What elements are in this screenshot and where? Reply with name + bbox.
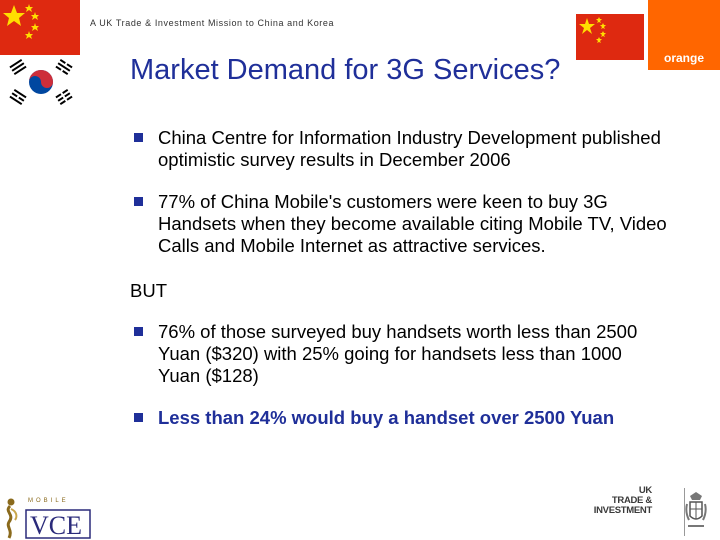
slide-title: Market Demand for 3G Services? <box>130 54 561 86</box>
orange-logo: orange <box>648 0 720 70</box>
svg-text:VCE: VCE <box>30 511 82 540</box>
vce-mobile-logo: MOBILE VCE <box>6 498 91 540</box>
korea-flag-icon <box>0 55 82 109</box>
bullet-square-icon <box>134 197 143 206</box>
ukti-line: TRADE & <box>611 495 652 506</box>
orange-logo-text: orange <box>663 51 704 65</box>
bullet-text: 77% of China Mobile's customers were kee… <box>158 191 667 256</box>
china-flag-icon <box>0 0 80 55</box>
royal-crest-icon <box>684 488 707 536</box>
svg-text:MOBILE: MOBILE <box>28 498 69 504</box>
ukti-line: UK <box>638 485 652 496</box>
bullet-square-icon <box>134 413 143 422</box>
bullet-square-icon <box>134 327 143 336</box>
mission-caption: A UK Trade & Investment Mission to China… <box>90 18 335 28</box>
bullet-square-icon <box>134 133 143 142</box>
bullet-text: Less than 24% would buy a handset over 2… <box>158 407 615 428</box>
ukti-line: INVESTMENT <box>593 505 653 516</box>
ukti-logo: UK TRADE & INVESTMENT <box>590 484 720 540</box>
bullet-text: 76% of those surveyed buy handsets worth… <box>158 321 638 386</box>
but-label: BUT <box>130 280 167 301</box>
china-flag-icon <box>576 14 644 60</box>
bullet-text: China Centre for Information Industry De… <box>158 127 661 170</box>
ukti-logo-text: UK TRADE & INVESTMENT <box>593 485 653 516</box>
